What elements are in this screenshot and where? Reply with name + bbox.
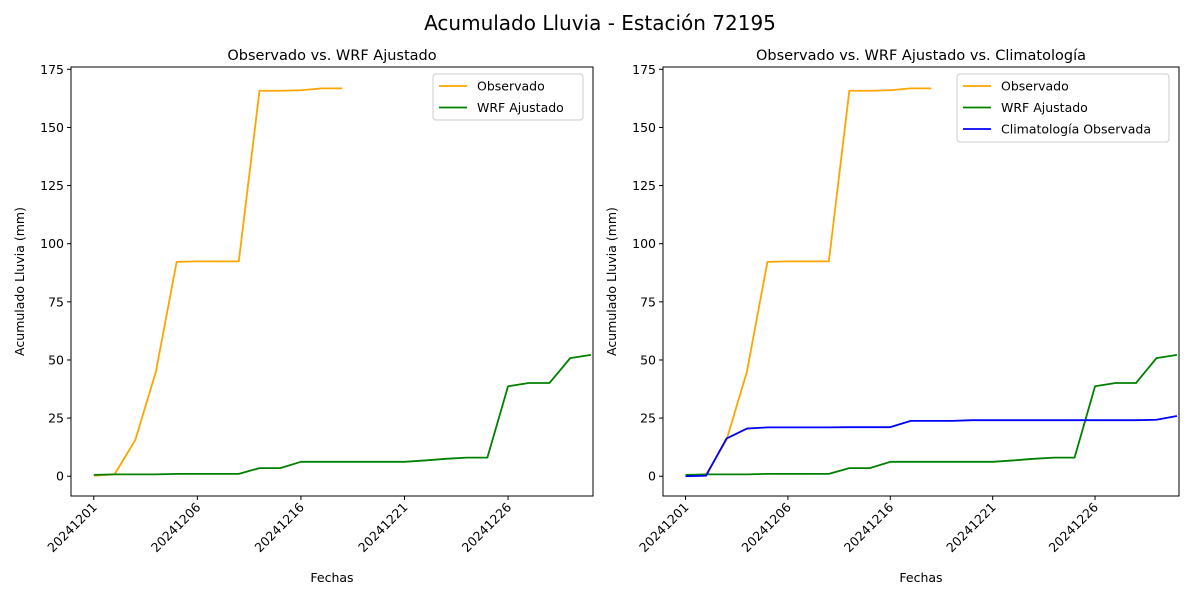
- y-tick-label: 75: [48, 294, 64, 309]
- y-tick-label: 75: [640, 294, 656, 309]
- y-tick-label: 125: [40, 178, 64, 193]
- plot-frame: [662, 66, 1180, 497]
- legend-label: Observado: [477, 79, 545, 94]
- y-tick-label: 50: [640, 352, 656, 367]
- legend-box: [956, 73, 1170, 143]
- y-tick-label: 0: [648, 469, 656, 484]
- legend-label: WRF Ajustado: [1001, 100, 1088, 115]
- legend-label: Observado: [1001, 79, 1069, 94]
- y-axis-label: Acumulado Lluvia (mm): [12, 207, 27, 356]
- y-tick-label: 100: [40, 236, 64, 251]
- y-axis-label: Acumulado Lluvia (mm): [604, 207, 619, 356]
- y-tick-label: 50: [48, 352, 64, 367]
- y-tick-label: 0: [56, 469, 64, 484]
- x-axis-label: Fechas: [310, 570, 353, 585]
- legend-box: [432, 73, 584, 121]
- legend-label: Climatología Observada: [1001, 122, 1151, 137]
- y-tick-label: 175: [632, 62, 656, 77]
- y-tick-label: 25: [48, 411, 64, 426]
- figure-title: Acumulado Lluvia - Estación 72195: [424, 11, 776, 35]
- series-line-climatolog-a-observada: [685, 415, 1178, 478]
- series-line-observado: [93, 87, 343, 477]
- chart-title: Observado vs. WRF Ajustado vs. Climatolo…: [756, 48, 1086, 64]
- y-tick-label: 25: [640, 411, 656, 426]
- series-line-wrf-ajustado: [685, 353, 1178, 476]
- legend-label: WRF Ajustado: [477, 100, 564, 115]
- y-tick-label: 150: [40, 120, 64, 135]
- x-axis-label: Fechas: [899, 570, 942, 585]
- plot-frame: [70, 66, 594, 497]
- series-line-wrf-ajustado: [93, 353, 592, 476]
- y-tick-label: 150: [632, 120, 656, 135]
- y-tick-label: 125: [632, 178, 656, 193]
- y-tick-label: 175: [40, 62, 64, 77]
- chart-title: Observado vs. WRF Ajustado: [227, 48, 436, 64]
- y-tick-label: 100: [632, 236, 656, 251]
